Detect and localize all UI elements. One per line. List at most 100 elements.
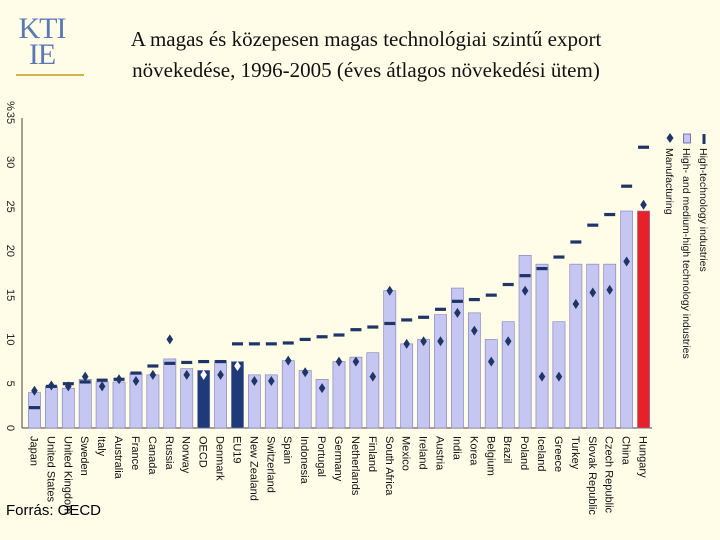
- point-high-tech: [79, 380, 91, 384]
- point-manufacturing: [284, 355, 292, 366]
- tick-label: 20: [4, 245, 16, 257]
- point-manufacturing: [521, 285, 529, 296]
- category-label: Belgium: [484, 436, 496, 476]
- point-manufacturing: [504, 336, 512, 347]
- bar: [163, 358, 177, 429]
- legend-label: Manufacturing: [663, 148, 675, 215]
- legend-swatch-diamond: [666, 133, 674, 143]
- category-label: OECD: [197, 436, 209, 468]
- point-manufacturing: [352, 356, 360, 367]
- point-manufacturing: [217, 369, 224, 380]
- category-label: Sweden: [78, 436, 90, 476]
- category-label: Spain: [281, 436, 293, 464]
- point-manufacturing: [335, 356, 343, 367]
- category-label: Finland: [366, 436, 378, 472]
- bar: [586, 263, 600, 429]
- point-manufacturing: [64, 381, 72, 392]
- point-high-tech: [198, 359, 210, 364]
- point-high-tech: [282, 341, 294, 345]
- point-high-tech: [164, 361, 176, 365]
- bar: [467, 312, 481, 429]
- legend-label: High- and medium-high technology industr…: [680, 148, 692, 359]
- point-high-tech: [502, 282, 514, 287]
- point-high-tech: [130, 371, 142, 375]
- tick-label: 30: [4, 156, 16, 168]
- point-high-tech: [638, 145, 650, 149]
- title-line-2: növekedése, 1996-2005 (éves átlagos növe…: [132, 58, 600, 82]
- point-high-tech: [621, 184, 633, 188]
- category-label: Portugal: [315, 436, 327, 477]
- point-manufacturing: [555, 371, 563, 382]
- category-label: Indonesia: [298, 436, 310, 485]
- point-manufacturing: [623, 256, 630, 267]
- bar: [451, 287, 464, 429]
- category-label: Denmark: [214, 436, 226, 481]
- point-manufacturing: [386, 285, 394, 296]
- point-manufacturing: [369, 371, 377, 382]
- title-line-1: A magas és közepesen magas technológiai …: [130, 27, 602, 51]
- tick-label: 0: [4, 425, 16, 431]
- point-manufacturing: [98, 381, 106, 392]
- point-high-tech: [435, 307, 447, 311]
- point-manufacturing: [183, 369, 191, 380]
- point-manufacturing: [454, 307, 461, 318]
- point-manufacturing: [420, 336, 427, 347]
- point-manufacturing: [48, 380, 55, 391]
- category-label: Slovak Republic: [586, 436, 598, 515]
- point-high-tech: [333, 333, 345, 337]
- category-label: Turkey: [569, 436, 581, 470]
- point-high-tech: [248, 342, 260, 346]
- point-manufacturing: [31, 385, 38, 396]
- bar: [231, 361, 244, 429]
- category-label: United States: [44, 436, 56, 503]
- category-label: Italy: [95, 436, 107, 457]
- point-high-tech: [147, 364, 159, 368]
- category-label: Russia: [163, 436, 175, 471]
- point-manufacturing: [487, 356, 495, 367]
- bar: [637, 210, 650, 429]
- category-label: China: [620, 436, 632, 466]
- category-label: South Africa: [383, 436, 395, 496]
- category-label: Greece: [552, 436, 564, 472]
- bar: [603, 263, 617, 429]
- point-manufacturing: [403, 338, 410, 349]
- bar: [28, 392, 41, 429]
- bar: [264, 374, 278, 429]
- bar: [44, 386, 58, 429]
- point-high-tech: [587, 223, 599, 227]
- point-high-tech: [96, 378, 108, 382]
- point-manufacturing: [115, 374, 123, 385]
- bar: [569, 263, 583, 429]
- bar: [180, 368, 194, 429]
- bar: [620, 210, 634, 429]
- point-manufacturing: [81, 371, 89, 382]
- bar: [366, 352, 380, 429]
- point-high-tech: [215, 359, 227, 364]
- point-high-tech: [231, 342, 243, 346]
- point-manufacturing: [318, 383, 326, 394]
- category-label: Ireland: [417, 436, 429, 470]
- point-high-tech: [316, 335, 328, 339]
- legend-swatch-dash: [702, 134, 706, 144]
- point-manufacturing: [589, 287, 597, 298]
- category-label: Czech Republic: [603, 436, 615, 514]
- bar: [501, 321, 515, 429]
- category-label: France: [129, 436, 141, 470]
- category-label: United Kingdom: [61, 436, 73, 514]
- bar: [417, 339, 430, 429]
- point-high-tech: [536, 266, 548, 271]
- point-high-tech: [553, 255, 565, 259]
- point-manufacturing: [234, 361, 241, 371]
- category-label: Austria: [434, 436, 446, 471]
- point-manufacturing: [471, 325, 478, 336]
- category-label: Netherlands: [349, 436, 361, 496]
- point-manufacturing: [132, 376, 140, 387]
- point-high-tech: [299, 337, 311, 342]
- bar: [315, 378, 329, 429]
- category-label: Korea: [467, 436, 479, 466]
- point-high-tech: [181, 360, 193, 365]
- category-label: Australia: [112, 436, 124, 480]
- bar: [112, 381, 126, 429]
- point-high-tech: [350, 328, 362, 332]
- point-manufacturing: [200, 369, 207, 380]
